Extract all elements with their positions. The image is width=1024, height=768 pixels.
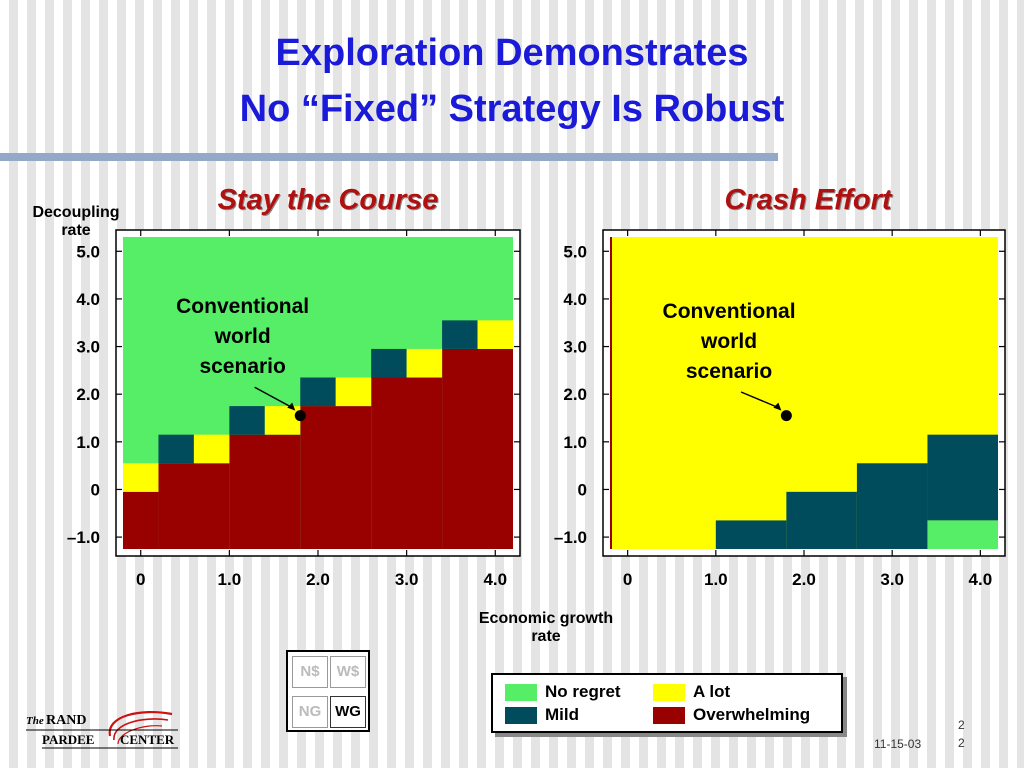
y-tick-label: 2.0 bbox=[76, 385, 100, 404]
scenario-point bbox=[780, 410, 792, 422]
heatmap-cell bbox=[158, 463, 230, 549]
y-tick-label: 2.0 bbox=[563, 385, 587, 404]
legend: No regret A lot Mild Overwhelming bbox=[491, 673, 843, 733]
legend-label-mild: Mild bbox=[545, 705, 579, 724]
x-tick-label: 0 bbox=[623, 570, 632, 589]
y-tick-label: 0 bbox=[91, 480, 100, 499]
y-axis-label-line-1: Decoupling bbox=[32, 204, 120, 221]
heatmap-cell bbox=[442, 348, 513, 549]
y-tick-label: 1.0 bbox=[76, 433, 100, 452]
annotation-text: Conventional bbox=[176, 295, 309, 318]
x-tick-label: 1.0 bbox=[218, 570, 242, 589]
x-axis-label-line-2: rate bbox=[531, 628, 561, 645]
heatmap-cell bbox=[335, 377, 372, 407]
heatmap-cell bbox=[786, 491, 857, 549]
x-tick-label: 1.0 bbox=[704, 570, 728, 589]
x-tick-label: 3.0 bbox=[395, 570, 419, 589]
annotation-text: world bbox=[214, 325, 271, 348]
heatmap-cell bbox=[123, 491, 159, 549]
scenario-cell-n-dollar: N$ bbox=[292, 656, 328, 688]
logo-text-the: The bbox=[26, 715, 44, 727]
x-axis-label-line-1: Economic growth bbox=[478, 610, 614, 627]
y-tick-label: 4.0 bbox=[76, 290, 100, 309]
heatmap-cell bbox=[371, 377, 443, 549]
x-tick-label: 3.0 bbox=[880, 570, 904, 589]
legend-label-a-lot: A lot bbox=[693, 682, 731, 701]
heatmap-cell bbox=[715, 520, 787, 549]
y-tick-label: 4.0 bbox=[563, 290, 587, 309]
heatmap-cell bbox=[927, 434, 998, 521]
legend-label-overwhelming: Overwhelming bbox=[693, 705, 811, 724]
annotation-text: world bbox=[700, 330, 757, 353]
annotation-arrowhead bbox=[287, 402, 296, 411]
chart-2: –1.0 0 1.0 2.0 3.0 4.0 5.0 0 1.0 2.0 3.0 4.0 Convent… bbox=[554, 229, 1006, 589]
heatmap-cell bbox=[229, 434, 301, 549]
y-tick-label: 1.0 bbox=[563, 433, 587, 452]
heatmap-cell bbox=[300, 406, 372, 549]
annotation-arrow bbox=[740, 391, 779, 409]
y-tick-label: 0 bbox=[578, 480, 587, 499]
page-number-line-1: 2 bbox=[958, 718, 965, 732]
legend-swatch-a-lot bbox=[653, 684, 685, 701]
legend-swatch-no-regret bbox=[505, 684, 537, 701]
heatmap-cell bbox=[123, 463, 159, 492]
annotation-arrow bbox=[254, 386, 293, 409]
heatmap-cell bbox=[229, 406, 265, 435]
heatmap-cell bbox=[477, 320, 513, 349]
chart-1: –1.0 0 1.0 2.0 3.0 4.0 5.0 0 1.0 2.0 3.0 4.0 Convent… bbox=[67, 229, 521, 589]
scenario-selector: N$ W$ NG WG bbox=[286, 650, 370, 732]
heatmap-cell bbox=[927, 520, 998, 549]
heatmap-cell bbox=[856, 463, 928, 549]
annotation-text: scenario bbox=[686, 360, 772, 383]
chart-title-stay-the-course: Stay the Course bbox=[217, 184, 439, 216]
y-tick-label: –1.0 bbox=[67, 528, 100, 547]
logo-text-center: CENTER bbox=[120, 732, 175, 747]
y-tick-label: 5.0 bbox=[563, 242, 587, 261]
y-axis-label-line-2: rate bbox=[61, 222, 91, 239]
y-axis-label: Decoupling rate bbox=[14, 204, 138, 240]
slide-title-line-1: Exploration Demonstrates bbox=[275, 32, 749, 74]
heatmap-cell bbox=[406, 348, 443, 378]
title-divider bbox=[0, 153, 778, 161]
annotation-text: Conventional bbox=[663, 300, 796, 323]
logo-text-rand: RAND bbox=[46, 713, 86, 728]
x-tick-label: 2.0 bbox=[792, 570, 816, 589]
legend-swatch-overwhelming bbox=[653, 707, 685, 724]
x-tick-label: 4.0 bbox=[483, 570, 507, 589]
x-axis-label: Economic growth rate bbox=[446, 610, 646, 646]
heatmap-cell bbox=[371, 348, 407, 378]
heatmap-cell bbox=[264, 406, 301, 435]
chart-title-crash-effort: Crash Effort bbox=[724, 184, 892, 216]
scenario-cell-ng: NG bbox=[292, 696, 328, 728]
annotation-text: scenario bbox=[199, 355, 285, 378]
y-tick-label: –1.0 bbox=[554, 528, 587, 547]
heatmap-cell bbox=[193, 434, 230, 464]
x-tick-label: 2.0 bbox=[306, 570, 330, 589]
heatmap-cell bbox=[442, 320, 478, 349]
scenario-point bbox=[294, 410, 306, 422]
page-number-line-2: 2 bbox=[958, 736, 965, 750]
y-tick-label: 3.0 bbox=[563, 338, 587, 357]
slide-title-line-2: No “Fixed” Strategy Is Robust bbox=[239, 88, 785, 130]
x-tick-label: 0 bbox=[136, 570, 145, 589]
annotation-arrowhead bbox=[773, 402, 782, 411]
rand-pardee-center-logo: The RAND PARDEE CENTER bbox=[26, 710, 178, 749]
logo-text-pardee: PARDEE bbox=[42, 732, 94, 747]
y-tick-label: 3.0 bbox=[76, 338, 100, 357]
scenario-cell-w-dollar: W$ bbox=[330, 656, 366, 688]
x-tick-label: 4.0 bbox=[969, 570, 993, 589]
footer-date: 11-15-03 bbox=[874, 737, 922, 751]
heatmap-cell bbox=[158, 434, 194, 464]
scenario-cell-wg: WG bbox=[330, 696, 366, 728]
heatmap-cell bbox=[300, 377, 336, 407]
legend-label-no-regret: No regret bbox=[545, 682, 621, 701]
y-tick-label: 5.0 bbox=[76, 242, 100, 261]
legend-swatch-mild bbox=[505, 707, 537, 724]
